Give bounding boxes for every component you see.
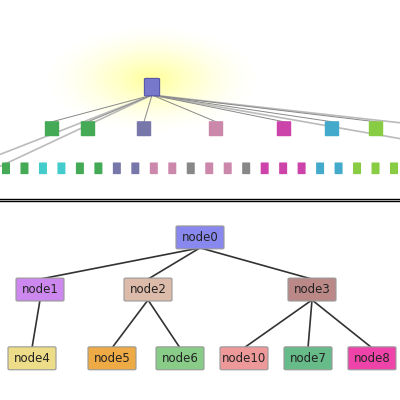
Text: node3: node3 [294, 283, 330, 296]
FancyBboxPatch shape [144, 78, 160, 96]
FancyBboxPatch shape [369, 121, 383, 136]
FancyBboxPatch shape [124, 278, 172, 301]
FancyBboxPatch shape [81, 121, 95, 136]
FancyBboxPatch shape [261, 162, 269, 174]
FancyBboxPatch shape [137, 121, 151, 136]
Text: node5: node5 [94, 352, 130, 365]
Text: node2: node2 [130, 283, 166, 296]
Text: node1: node1 [22, 283, 58, 296]
FancyBboxPatch shape [168, 162, 176, 174]
FancyBboxPatch shape [279, 162, 287, 174]
FancyBboxPatch shape [187, 162, 195, 174]
FancyBboxPatch shape [284, 347, 332, 370]
FancyBboxPatch shape [20, 162, 28, 174]
FancyBboxPatch shape [45, 121, 59, 136]
FancyBboxPatch shape [150, 162, 158, 174]
Text: node6: node6 [162, 352, 198, 365]
FancyBboxPatch shape [156, 347, 204, 370]
FancyBboxPatch shape [220, 347, 268, 370]
FancyBboxPatch shape [2, 162, 10, 174]
FancyBboxPatch shape [298, 162, 306, 174]
FancyBboxPatch shape [224, 162, 232, 174]
FancyBboxPatch shape [58, 162, 66, 174]
FancyBboxPatch shape [209, 121, 223, 136]
FancyBboxPatch shape [316, 162, 324, 174]
FancyBboxPatch shape [353, 162, 361, 174]
FancyBboxPatch shape [277, 121, 291, 136]
Text: node8: node8 [354, 352, 390, 365]
FancyBboxPatch shape [390, 162, 398, 174]
FancyBboxPatch shape [94, 162, 102, 174]
FancyBboxPatch shape [372, 162, 380, 174]
Text: node10: node10 [222, 352, 266, 365]
FancyBboxPatch shape [16, 278, 64, 301]
FancyBboxPatch shape [334, 162, 342, 174]
FancyBboxPatch shape [242, 162, 250, 174]
FancyBboxPatch shape [39, 162, 47, 174]
FancyBboxPatch shape [205, 162, 213, 174]
FancyBboxPatch shape [8, 347, 56, 370]
Text: node0: node0 [182, 231, 218, 244]
FancyBboxPatch shape [325, 121, 339, 136]
Text: node7: node7 [290, 352, 326, 365]
FancyBboxPatch shape [76, 162, 84, 174]
FancyBboxPatch shape [88, 347, 136, 370]
FancyBboxPatch shape [113, 162, 121, 174]
FancyBboxPatch shape [176, 226, 224, 249]
FancyBboxPatch shape [131, 162, 139, 174]
FancyBboxPatch shape [348, 347, 396, 370]
FancyBboxPatch shape [288, 278, 336, 301]
Text: node4: node4 [14, 352, 50, 365]
